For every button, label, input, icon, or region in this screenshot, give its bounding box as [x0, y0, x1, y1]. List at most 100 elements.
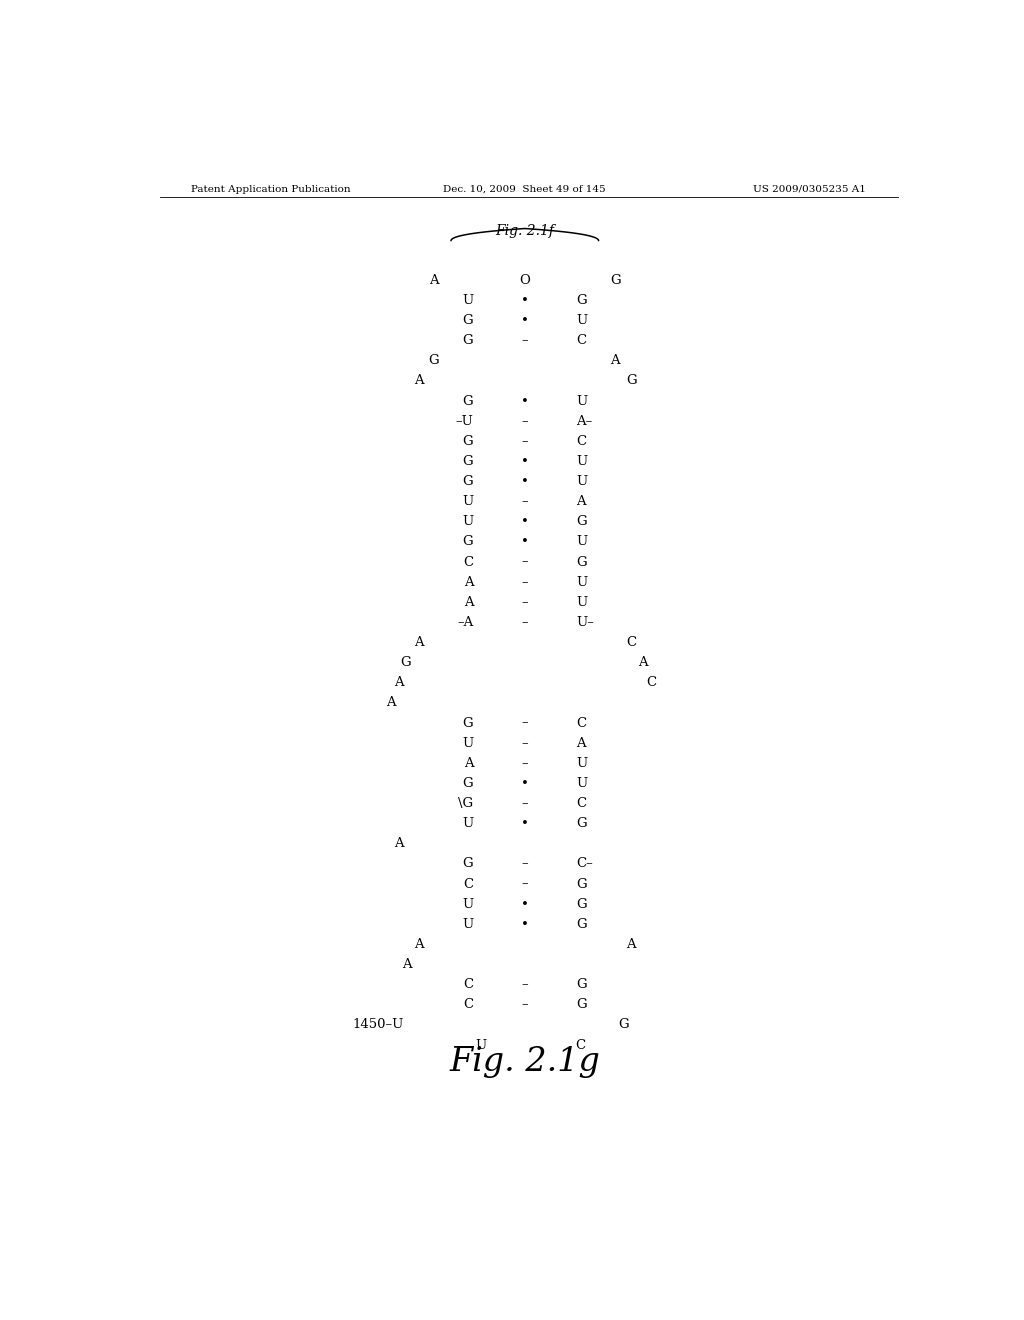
Text: •: • — [521, 294, 528, 308]
Text: A: A — [464, 576, 473, 589]
Text: A: A — [627, 939, 636, 950]
Text: –: – — [521, 414, 528, 428]
Text: •: • — [521, 314, 528, 327]
Text: A: A — [394, 837, 403, 850]
Text: –: – — [521, 495, 528, 508]
Text: –: – — [521, 434, 528, 447]
Text: –: – — [521, 737, 528, 750]
Text: G: G — [610, 273, 622, 286]
Text: G: G — [618, 1019, 629, 1031]
Text: O: O — [519, 273, 530, 286]
Text: Dec. 10, 2009  Sheet 49 of 145: Dec. 10, 2009 Sheet 49 of 145 — [443, 185, 606, 194]
Text: U: U — [577, 777, 588, 789]
Text: G: G — [463, 475, 473, 488]
Text: –: – — [521, 717, 528, 730]
Text: U: U — [462, 294, 473, 308]
Text: –: – — [521, 556, 528, 569]
Text: A: A — [414, 636, 423, 649]
Text: A: A — [394, 676, 403, 689]
Text: U: U — [577, 576, 588, 589]
Text: A: A — [429, 273, 439, 286]
Text: U: U — [577, 536, 588, 549]
Text: Fig. 2.1f: Fig. 2.1f — [496, 223, 554, 238]
Text: G: G — [463, 314, 473, 327]
Text: –: – — [521, 595, 528, 609]
Text: –: – — [521, 878, 528, 891]
Text: G: G — [428, 354, 439, 367]
Text: C: C — [577, 434, 587, 447]
Text: G: G — [577, 294, 587, 308]
Text: C: C — [463, 878, 473, 891]
Text: U: U — [577, 756, 588, 770]
Text: Patent Application Publication: Patent Application Publication — [191, 185, 351, 194]
Text: C: C — [463, 978, 473, 991]
Text: G: G — [463, 395, 473, 408]
Text: C: C — [627, 636, 637, 649]
Text: •: • — [521, 475, 528, 488]
Text: G: G — [463, 717, 473, 730]
Text: G: G — [463, 536, 473, 549]
Text: A: A — [577, 495, 586, 508]
Text: •: • — [521, 817, 528, 830]
Text: C: C — [577, 797, 587, 810]
Text: C–: C– — [577, 858, 593, 870]
Text: •: • — [521, 395, 528, 408]
Text: C: C — [577, 334, 587, 347]
Text: G: G — [463, 434, 473, 447]
Text: •: • — [521, 455, 528, 469]
Text: A: A — [610, 354, 621, 367]
Text: U: U — [577, 595, 588, 609]
Text: G: G — [400, 656, 412, 669]
Text: U: U — [462, 817, 473, 830]
Text: U: U — [577, 455, 588, 469]
Text: U: U — [462, 515, 473, 528]
Text: A: A — [401, 958, 412, 972]
Text: G: G — [463, 777, 473, 789]
Text: U: U — [475, 1039, 486, 1052]
Text: A: A — [414, 939, 423, 950]
Text: –: – — [521, 858, 528, 870]
Text: U: U — [577, 475, 588, 488]
Text: G: G — [463, 858, 473, 870]
Text: –: – — [521, 978, 528, 991]
Text: G: G — [577, 817, 587, 830]
Text: C: C — [463, 556, 473, 569]
Text: G: G — [577, 917, 587, 931]
Text: G: G — [577, 998, 587, 1011]
Text: •: • — [521, 777, 528, 789]
Text: \G: \G — [458, 797, 473, 810]
Text: A: A — [464, 756, 473, 770]
Text: A–: A– — [577, 414, 593, 428]
Text: G: G — [577, 515, 587, 528]
Text: G: G — [463, 455, 473, 469]
Text: A: A — [386, 697, 395, 709]
Text: G: G — [577, 978, 587, 991]
Text: •: • — [521, 515, 528, 528]
Text: C: C — [646, 676, 656, 689]
Text: –: – — [521, 998, 528, 1011]
Text: G: G — [577, 556, 587, 569]
Text: A: A — [577, 737, 586, 750]
Text: C: C — [577, 717, 587, 730]
Text: US 2009/0305235 A1: US 2009/0305235 A1 — [754, 185, 866, 194]
Text: U: U — [462, 737, 473, 750]
Text: A: A — [414, 375, 423, 388]
Text: –: – — [521, 576, 528, 589]
Text: –: – — [521, 616, 528, 630]
Text: Fig. 2.1g: Fig. 2.1g — [450, 1047, 600, 1078]
Text: G: G — [577, 878, 587, 891]
Text: 1450–U: 1450–U — [352, 1019, 403, 1031]
Text: –: – — [521, 756, 528, 770]
Text: •: • — [521, 536, 528, 549]
Text: A: A — [464, 595, 473, 609]
Text: –U: –U — [456, 414, 473, 428]
Text: U: U — [462, 917, 473, 931]
Text: –: – — [521, 797, 528, 810]
Text: –: – — [521, 334, 528, 347]
Text: U: U — [577, 314, 588, 327]
Text: A: A — [638, 656, 648, 669]
Text: G: G — [577, 898, 587, 911]
Text: U: U — [462, 495, 473, 508]
Text: C: C — [463, 998, 473, 1011]
Text: U: U — [462, 898, 473, 911]
